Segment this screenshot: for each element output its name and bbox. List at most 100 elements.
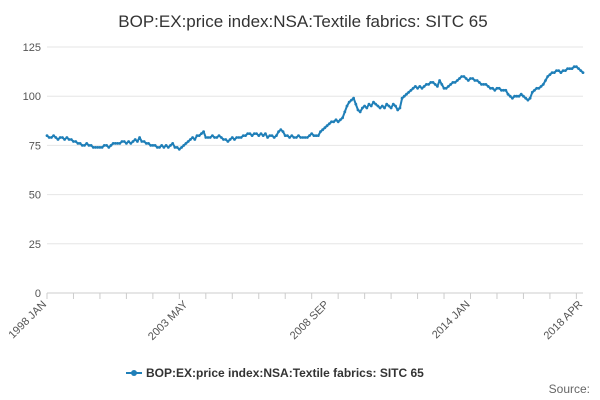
data-point [305,136,309,139]
y-tick-label: 0 [35,288,41,300]
data-point [290,134,294,138]
data-point [91,146,95,149]
data-point [109,144,113,147]
data-point [301,136,305,139]
data-point [480,83,483,86]
data-point [191,136,195,139]
data-point [400,96,404,100]
data-point [149,144,153,147]
data-point [524,96,528,100]
data-point [374,102,378,106]
data-point [114,142,117,145]
data-point [211,134,214,138]
x-tick-label: 1998 JAN [6,299,49,342]
data-point [436,85,439,88]
data-point [299,136,303,139]
data-point [140,140,144,143]
data-point [158,146,161,149]
data-point [442,86,446,90]
data-point [164,144,168,147]
data-point [486,85,490,88]
data-point [45,134,49,138]
data-point [389,106,393,110]
data-point [120,140,124,143]
data-point [138,136,142,139]
data-point [361,106,364,110]
data-point [142,140,146,143]
data-point [508,94,512,98]
legend[interactable]: BOP:EX:price index:NSA:Textile fabrics: … [126,366,424,380]
data-point [272,136,276,139]
x-tick-label: 2003 MAY [146,298,191,343]
data-point [118,142,122,145]
data-point [455,79,459,82]
data-point [570,67,574,70]
data-point [144,142,148,145]
data-point [89,144,93,147]
data-point [277,130,280,134]
data-point [219,136,223,139]
data-point [345,104,349,108]
series-line [46,65,584,151]
data-point [515,94,519,98]
data-point [255,132,258,136]
data-point [268,134,272,138]
data-point [358,110,362,114]
data-point [350,98,353,102]
data-point [175,146,179,149]
data-point [577,67,580,70]
data-point [541,83,545,86]
data-point [202,130,206,134]
data-point [411,86,415,90]
x-tick-label: 2014 JAN [430,299,473,342]
data-point [264,132,267,136]
legend-marker [131,370,137,376]
data-point [555,69,558,72]
data-point [497,86,501,90]
data-point [354,102,358,106]
data-point [83,144,86,147]
data-point [111,142,115,145]
data-point [107,146,111,149]
data-point [561,69,565,72]
data-point [548,73,552,76]
data-point [259,132,263,136]
data-point [336,120,340,124]
data-point [96,146,100,149]
data-point [330,120,333,124]
data-point [87,144,91,147]
data-point [241,134,245,138]
x-tick-label: 2008 SEP [288,299,332,343]
data-point [559,71,563,74]
data-point [125,142,128,145]
data-point [54,136,58,139]
data-point [453,81,457,84]
data-point [147,142,150,145]
data-point [466,79,470,82]
data-point [431,81,435,84]
data-point [261,134,265,138]
data-point [425,83,428,86]
data-point [275,134,278,138]
data-point [244,134,247,138]
data-point [539,85,543,88]
data-point [533,88,536,92]
data-point [491,86,494,90]
data-point [451,81,455,84]
data-point [312,134,316,138]
data-point [356,108,360,112]
data-point [292,136,296,139]
data-point [385,102,389,106]
series-layer [45,65,585,151]
data-point [116,142,119,145]
data-point [325,124,329,128]
data-point [528,96,532,100]
data-point [252,132,256,136]
data-point [206,136,210,139]
data-point [85,142,89,145]
data-point [248,132,252,136]
data-point [500,88,503,92]
y-axis: 0 25 50 75 100 125 [23,42,41,300]
data-point [303,136,307,139]
